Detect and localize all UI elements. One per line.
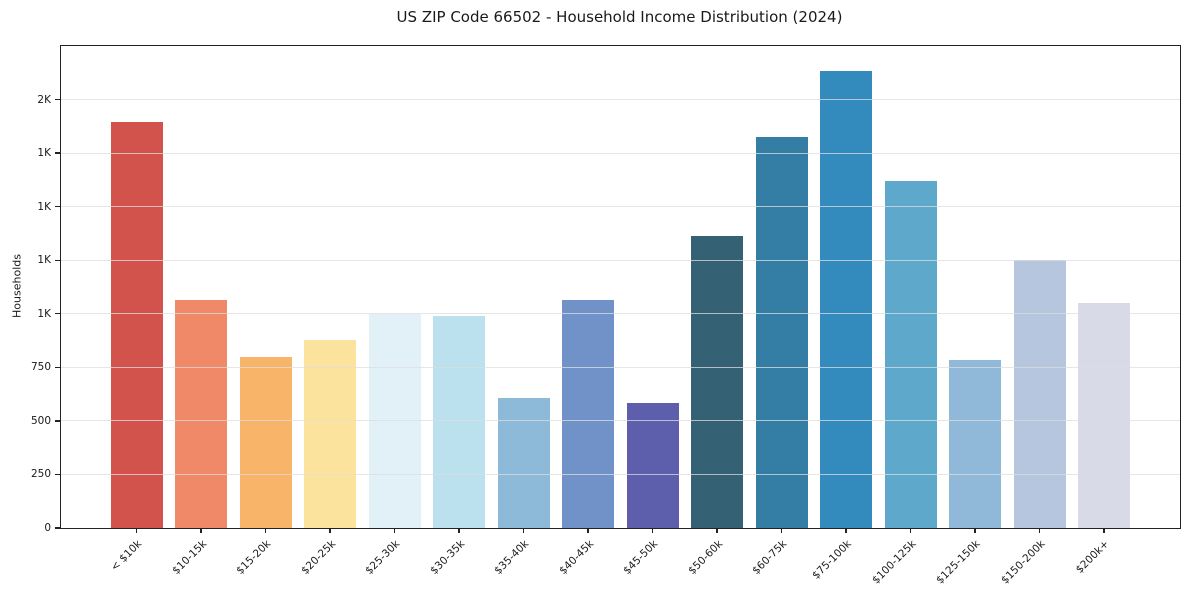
bar-15	[1078, 303, 1130, 528]
y-tick	[54, 98, 60, 101]
bar-0	[110, 122, 163, 528]
y-tick-label: 0	[44, 522, 51, 534]
gridline	[61, 206, 1180, 208]
bar-7	[562, 299, 614, 528]
gridline	[61, 366, 1180, 368]
y-tick	[54, 152, 60, 154]
bar-13	[949, 359, 1001, 528]
y-tick	[54, 313, 60, 315]
x-tick-label: $75-100k	[810, 537, 854, 582]
x-tick-label: $30-35k	[427, 537, 467, 577]
y-tick-label: 2K	[37, 93, 51, 106]
y-tick-label: 750	[30, 361, 51, 374]
x-tick	[651, 528, 654, 533]
x-tick	[587, 528, 589, 533]
x-tick	[200, 528, 202, 533]
bar-6	[497, 398, 550, 528]
y-tick-label: 1K	[37, 254, 51, 267]
bar-11	[820, 70, 872, 528]
x-tick	[329, 528, 331, 533]
x-tick-label: $200k+	[1073, 537, 1112, 576]
y-tick-label: 500	[30, 414, 51, 427]
gridline	[61, 259, 1180, 261]
x-tick-label: $20-25k	[298, 537, 338, 577]
x-tick-label: $15-20k	[234, 537, 274, 577]
y-tick	[54, 259, 60, 261]
x-tick-label: $25-30k	[363, 537, 403, 577]
gridline	[61, 313, 1180, 315]
gridline	[61, 473, 1180, 475]
bar-5	[433, 315, 485, 528]
y-tick	[54, 420, 60, 422]
x-tick-label: $45-50k	[621, 537, 661, 577]
x-tick	[135, 528, 138, 533]
x-tick	[1103, 528, 1105, 533]
y-tick-label: 1K	[37, 307, 51, 320]
x-tick-label: $125-150k	[934, 537, 983, 587]
x-tick	[1038, 528, 1041, 533]
bar-8	[626, 402, 679, 528]
x-tick	[716, 528, 718, 533]
y-tick	[54, 473, 60, 476]
x-tick	[458, 528, 460, 533]
gridline	[61, 152, 1180, 154]
x-tick-label: < $10k	[108, 537, 145, 574]
x-tick-label: $10-15k	[169, 537, 209, 577]
bar-10	[755, 137, 808, 528]
bar-1	[175, 299, 227, 528]
gridline	[61, 99, 1180, 101]
chart-title: US ZIP Code 66502 - Household Income Dis…	[396, 8, 843, 26]
bar-3	[304, 339, 356, 528]
x-tick-label: $150-200k	[998, 537, 1048, 587]
x-tick	[845, 528, 847, 533]
x-tick-label: $50-60k	[685, 537, 725, 577]
bar-12	[884, 180, 937, 528]
x-tick	[393, 528, 396, 533]
x-tick-label: $35-40k	[492, 537, 532, 577]
x-tick	[264, 528, 267, 533]
bar-14	[1013, 260, 1066, 528]
y-tick	[54, 527, 60, 529]
gridline	[61, 420, 1180, 422]
y-tick	[54, 366, 60, 368]
y-tick-label: 1K	[37, 147, 51, 160]
y-tick-label: 1K	[37, 200, 51, 213]
y-tick-label: 250	[30, 468, 51, 481]
x-tick	[974, 528, 976, 533]
x-tick-label: $100-125k	[869, 537, 919, 587]
x-tick	[522, 528, 525, 533]
x-tick	[780, 528, 783, 533]
y-tick	[54, 206, 60, 208]
x-tick-label: $60-75k	[750, 537, 790, 577]
plot-area: < $10k $10-15k $15-20k $20-25k $25-30k $30-35…	[31, 45, 1181, 586]
x-tick-label: $40-45k	[556, 537, 596, 577]
bar-9	[691, 235, 743, 528]
bar-2	[239, 356, 292, 528]
x-tick	[909, 528, 912, 533]
